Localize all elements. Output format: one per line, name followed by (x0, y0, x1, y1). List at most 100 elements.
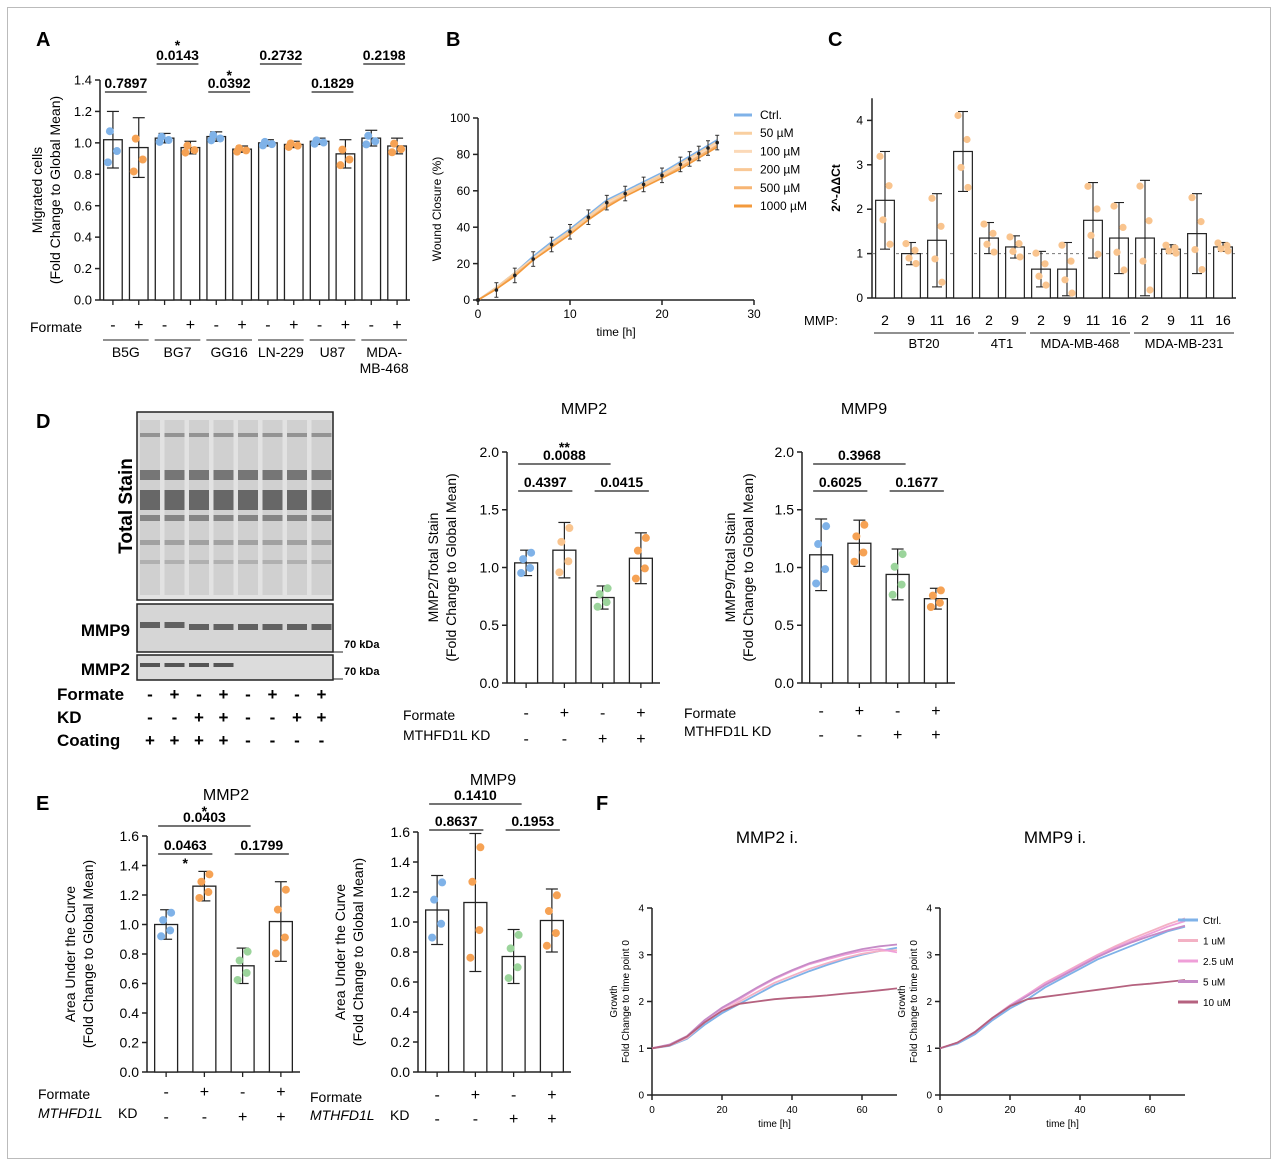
data-point (1120, 266, 1128, 274)
data-point (928, 194, 936, 202)
y-axis-label-2: (Fold Change to Global Mean) (350, 858, 366, 1046)
data-point (860, 520, 869, 529)
y-tick-label-0.6: 0.6 (120, 975, 140, 991)
group-label-LN-229: LN-229 (258, 344, 304, 360)
kd-sign: - (473, 1111, 478, 1128)
kd-sign: - (523, 731, 528, 748)
data-point (166, 926, 175, 935)
data-point (1016, 253, 1024, 261)
chart-title: MMP2 (561, 401, 607, 418)
formate-row-label: Formate (30, 319, 82, 335)
p-value: 0.0415 (600, 474, 643, 490)
kda-label-mmp9: 70 kDa (344, 639, 380, 651)
y-tick-label-2.0: 2.0 (480, 444, 500, 460)
data-point (286, 139, 295, 148)
formate-sign: - (511, 1087, 516, 1104)
y-tick-label-0.4: 0.4 (120, 1005, 140, 1021)
formate-sign: - (214, 317, 219, 334)
data-point (938, 278, 946, 286)
data-point (243, 947, 252, 956)
data-point (1145, 217, 1153, 225)
legend-1 uM: 1 uM (1203, 937, 1225, 948)
data-point (319, 138, 328, 147)
blot-band (238, 540, 258, 545)
data-point (1197, 218, 1205, 226)
blot-sign: - (147, 685, 153, 704)
blot-band (140, 433, 160, 437)
y-tick-label-0.0: 0.0 (120, 1064, 140, 1080)
group-label-MDA-MB-468: MDA-MB-468 (1041, 336, 1120, 351)
bar (180, 146, 201, 301)
y-tick-label-1: 1 (926, 1044, 932, 1055)
data-point (167, 908, 176, 917)
data-point (928, 591, 937, 600)
data-point (821, 565, 830, 574)
bar (206, 135, 227, 301)
y-tick-label-1: 1 (638, 1044, 644, 1055)
significance-star: * (175, 37, 181, 53)
p-value: 0.6025 (819, 474, 862, 490)
panel-label-d: D (36, 411, 50, 433)
formate-sign: + (547, 1087, 556, 1104)
blot-band (164, 490, 185, 510)
bar (153, 923, 179, 1073)
data-point (931, 255, 939, 263)
data-point (957, 163, 965, 172)
x-tick-label-60: 60 (856, 1105, 868, 1116)
blot-band (164, 433, 185, 437)
data-point (602, 598, 611, 607)
chart-title: MMP2 (203, 787, 249, 804)
p-value: 0.0392 (208, 75, 251, 91)
data-point (902, 240, 910, 248)
kd-sign: + (547, 1111, 556, 1128)
data-point (859, 548, 868, 557)
group-label-BT20: BT20 (908, 336, 939, 351)
data-point (181, 148, 190, 157)
data-point (159, 916, 168, 925)
data-point (131, 134, 140, 143)
blot-band (213, 540, 234, 545)
x-tick-label-20: 20 (1004, 1105, 1016, 1116)
blot-row-label-KD: KD (57, 708, 82, 727)
blot-sign: + (317, 685, 327, 704)
data-point (850, 557, 859, 566)
mmp9-band (238, 624, 258, 630)
y-tick-label-0.6: 0.6 (74, 198, 92, 213)
y-tick-label-100: 100 (450, 111, 470, 125)
bar (387, 145, 408, 301)
x-tick-label-40: 40 (786, 1105, 798, 1116)
y-tick-label-2: 2 (856, 202, 863, 216)
data-point (641, 182, 646, 187)
data-point (593, 602, 602, 611)
y-axis-label: Wound Closure (%) (430, 157, 444, 261)
blot-band (189, 515, 209, 521)
formate-sign: - (818, 703, 823, 720)
y-tick-label-20: 20 (457, 257, 471, 271)
y-tick-label-1.4: 1.4 (120, 857, 140, 873)
kd-sign: + (636, 731, 645, 748)
data-point (1146, 286, 1154, 294)
data-point (390, 139, 399, 148)
p-value: 0.1410 (454, 787, 497, 803)
y-tick-label-0.2: 0.2 (74, 261, 92, 276)
formate-row-label: Formate (684, 705, 736, 721)
data-point (197, 877, 206, 886)
category-label-2: 2 (985, 312, 993, 328)
blot-band (262, 540, 283, 545)
data-point (216, 134, 225, 143)
y-axis-label-2: (Fold Change to Global Mean) (443, 473, 459, 661)
data-point (531, 257, 535, 261)
group-label-GG16: GG16 (210, 344, 248, 360)
blot-band (140, 515, 160, 521)
data-point (157, 132, 166, 141)
y-tick-label-1.5: 1.5 (775, 502, 795, 518)
y-tick-label-1.0: 1.0 (775, 559, 795, 575)
blot-sign: + (170, 685, 180, 704)
data-point (204, 888, 213, 897)
data-point (552, 891, 561, 900)
p-value: 0.1799 (240, 837, 283, 853)
data-point (678, 162, 683, 167)
bar (232, 148, 253, 301)
y-axis-label: Growth (609, 985, 620, 1017)
kd-sign: + (598, 731, 607, 748)
